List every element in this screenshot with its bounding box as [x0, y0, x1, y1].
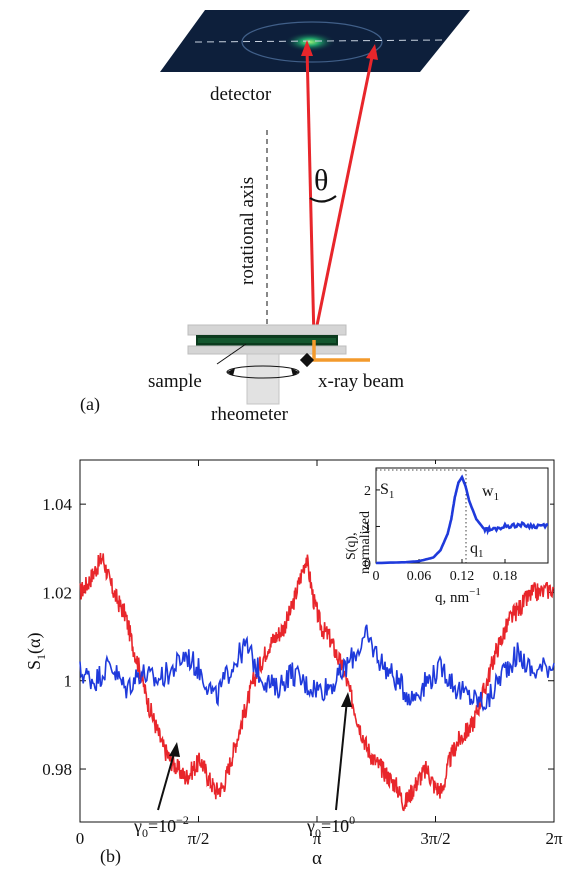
panel-b-chart: 0 π/2 π 3π/2 2π 0.98 1 1.02 1.04 S1(α) α (b) γ0=…	[24, 459, 563, 869]
inset-x-tick-label: 0.12	[450, 569, 475, 584]
ray-direct	[305, 47, 316, 341]
inset-s1-label: S1	[380, 481, 394, 501]
rotational-axis-label: rotational axis	[237, 177, 258, 285]
diffraction-ring	[241, 21, 383, 63]
ray-direct-arrowhead	[301, 40, 313, 56]
inset-series	[375, 474, 548, 565]
inset-chart: 0 0.06 0.12 0.18 0 1 2 S1 w1 q1 S(q), normaliz…	[344, 464, 550, 606]
theta-label: θ	[314, 164, 328, 197]
series-red-line	[79, 552, 555, 812]
panel-a-label: (a)	[80, 394, 100, 415]
ray-scattered	[312, 51, 375, 341]
x-tick-label: 2π	[545, 829, 563, 848]
y-tick-label: 1.02	[42, 583, 72, 602]
annot-red-arrow	[157, 749, 176, 811]
main-ylabel: S1(α)	[24, 633, 48, 670]
main-tick-labels: 0 π/2 π 3π/2 2π 0.98 1 1.02 1.04	[42, 495, 563, 848]
y-tick-label: 1.04	[42, 495, 72, 514]
sample-pointer	[216, 343, 247, 365]
sample-texture	[198, 338, 336, 343]
x-tick-label: 3π/2	[420, 829, 450, 848]
inset-y-tick-label: 0	[364, 557, 371, 572]
rheometer-top-plate	[187, 324, 347, 336]
annot-red-label: γ0=10−2	[133, 813, 189, 840]
inset-w1-label: w1	[482, 483, 499, 503]
inset-x-tick-label: 0.18	[493, 569, 518, 584]
annot-blue-label: γ0=100	[306, 813, 355, 840]
inset-ylabel-line1: S(q),	[344, 532, 359, 560]
inset-series-line	[375, 474, 548, 565]
x-tick-label: π	[313, 829, 322, 848]
panel-a-diagram: detector rotational axis θ sample x-ray …	[80, 10, 470, 425]
rotation-arrowhead-left	[227, 368, 235, 376]
angle-arc	[309, 195, 337, 203]
rheometer-bottom-plate	[187, 345, 347, 355]
inset-y-tick-label: 1	[364, 520, 371, 535]
inset-y-tick-label: 2	[364, 484, 371, 499]
inset-q1-label: q1	[470, 540, 484, 560]
diffraction-spot	[284, 32, 336, 52]
rotation-arrowhead-right	[291, 368, 299, 376]
detector-label: detector	[210, 84, 272, 105]
annot-blue-arrowhead	[341, 692, 352, 707]
x-tick-label: π/2	[188, 829, 210, 848]
panel-b-label: (b)	[100, 846, 121, 867]
sample-label: sample	[148, 371, 202, 392]
main-series	[79, 552, 555, 812]
annot-red-arrowhead	[169, 742, 180, 757]
beam-label: x-ray beam	[318, 371, 404, 392]
annot-blue-arrow	[335, 699, 348, 811]
inset-x-tick-label: 0	[373, 569, 380, 584]
beam-source	[299, 352, 315, 368]
x-tick-label: 0	[76, 829, 85, 848]
series-blue-line	[79, 624, 555, 712]
ray-scattered-arrowhead	[366, 44, 378, 60]
inset-x-tick-label: 0.06	[407, 569, 432, 584]
rheometer-shaft	[246, 353, 280, 405]
main-xlabel: α	[312, 848, 322, 869]
inset-ylabel-line2: normalized	[358, 511, 373, 574]
inset-xlabel: q, nm−1	[435, 586, 481, 606]
y-tick-label: 1	[64, 672, 73, 691]
rheometer-label: rheometer	[211, 404, 289, 425]
detector-dashed-line	[194, 39, 446, 43]
inset-tick-labels: 0 0.06 0.12 0.18 0 1 2	[364, 484, 517, 584]
y-tick-label: 0.98	[42, 760, 72, 779]
